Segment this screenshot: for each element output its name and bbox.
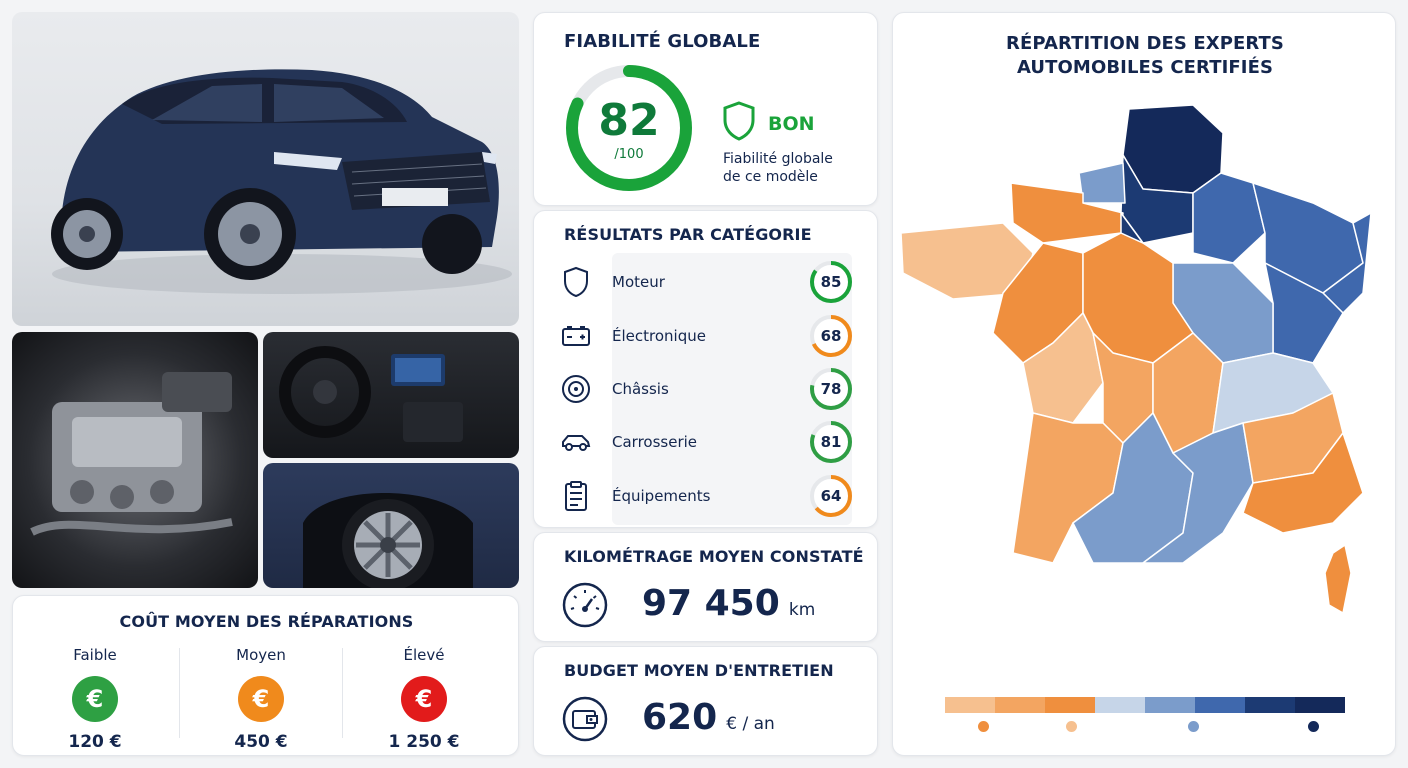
category-row-electronique: Électronique 68: [558, 313, 854, 359]
legend-swatch: [1195, 697, 1245, 713]
reliability-gauge: 82 /100: [564, 63, 694, 193]
region-provence: [1242, 432, 1364, 534]
reliability-score-max: /100: [614, 147, 644, 162]
cost-label: Élevé: [403, 646, 445, 664]
clipboard-icon: [558, 478, 594, 514]
category-score: 68: [820, 327, 842, 345]
category-score-badge: 64: [808, 473, 854, 519]
category-row-moteur: Moteur 85: [558, 259, 854, 305]
speedometer-icon: [561, 581, 609, 633]
category-score-arc: [810, 261, 852, 303]
legend-swatch: [1295, 697, 1345, 713]
mileage-value: 97 450: [642, 583, 780, 624]
budget-card: BUDGET MOYEN D'ENTRETIEN 620 € / an: [533, 646, 878, 756]
repair-cost-card: COÛT MOYEN DES RÉPARATIONS Faible € 120 …: [12, 595, 519, 756]
mileage-card: KILOMÉTRAGE MOYEN CONSTATÉ 97 450 km: [533, 532, 878, 642]
category-label: Équipements: [612, 487, 711, 505]
map-title-1: RÉPARTITION DES EXPERTS: [1006, 33, 1284, 54]
wheel-icon: [558, 371, 594, 407]
interior-photo: [263, 332, 519, 458]
legend-dot: [978, 721, 989, 732]
cost-level-high: Élevé € 1 250 €: [342, 646, 506, 752]
legend-swatch: [1245, 697, 1295, 713]
reliability-title: FIABILITÉ GLOBALE: [564, 31, 761, 52]
cost-level-medium: Moyen € 450 €: [179, 646, 343, 752]
reliability-rating: BON: [768, 113, 815, 135]
category-score-badge: 68: [808, 313, 854, 359]
cost-value: 1 250 €: [388, 732, 460, 752]
reliability-caption-2: de ce modèle: [723, 169, 818, 185]
category-score: 78: [820, 380, 842, 398]
legend-swatch: [1095, 697, 1145, 713]
shield-icon: [558, 264, 594, 300]
category-score-badge: 81: [808, 419, 854, 465]
category-label: Carrosserie: [612, 433, 698, 451]
cost-label: Faible: [73, 646, 117, 664]
category-score: 85: [820, 273, 842, 291]
engine-photo: [12, 332, 258, 588]
legend-dot: [1188, 721, 1199, 732]
legend-dot: [1308, 721, 1319, 732]
car-main-photo: [12, 12, 519, 326]
category-score-arc: [810, 315, 852, 357]
legend-swatch: [1145, 697, 1195, 713]
france-map: [900, 104, 1372, 614]
budget-value-group: 620 € / an: [642, 697, 775, 738]
category-label: Moteur: [612, 273, 665, 291]
category-label: Châssis: [612, 380, 669, 398]
legend-dot: [1066, 721, 1077, 732]
region-champagne: [1192, 172, 1266, 264]
region-normandie-east: [1078, 162, 1126, 204]
cost-level-low: Faible € 120 €: [13, 646, 177, 752]
euro-icon: €: [401, 676, 447, 722]
wallet-icon: [561, 695, 609, 747]
mileage-value-group: 97 450 km: [642, 583, 815, 624]
map-title-2: AUTOMOBILES CERTIFIÉS: [1016, 57, 1274, 78]
categories-title: RÉSULTATS PAR CATÉGORIE: [564, 225, 812, 244]
experts-map-card: RÉPARTITION DES EXPERTS AUTOMOBILES CERT…: [892, 12, 1396, 756]
shield-icon: [722, 101, 756, 145]
region-paris: [1120, 212, 1144, 244]
category-row-equipements: Équipements 64: [558, 473, 854, 519]
cost-value: 120 €: [68, 732, 122, 752]
divider: [179, 648, 180, 738]
category-score-badge: 78: [808, 366, 854, 412]
legend-swatch: [995, 697, 1045, 713]
legend-swatch: [945, 697, 995, 713]
reliability-score: 82: [598, 95, 660, 146]
euro-icon: €: [238, 676, 284, 722]
cost-label: Moyen: [236, 646, 286, 664]
euro-icon: €: [72, 676, 118, 722]
region-corse: [1324, 544, 1352, 614]
repair-cost-title: COÛT MOYEN DES RÉPARATIONS: [119, 612, 414, 631]
mileage-title: KILOMÉTRAGE MOYEN CONSTATÉ: [564, 547, 864, 566]
budget-unit: € / an: [726, 714, 775, 734]
budget-title: BUDGET MOYEN D'ENTRETIEN: [564, 661, 834, 680]
reliability-caption-1: Fiabilité globale: [723, 151, 833, 167]
reliability-card: FIABILITÉ GLOBALE 82 /100 BON Fiabilité …: [533, 12, 878, 206]
legend-swatch: [1045, 697, 1095, 713]
category-score-badge: 85: [808, 259, 854, 305]
category-score: 64: [820, 487, 842, 505]
divider: [342, 648, 343, 738]
battery-icon: [558, 318, 594, 354]
car-icon: [558, 424, 594, 460]
category-row-carrosserie: Carrosserie 81: [558, 419, 854, 465]
map-legend: [945, 697, 1345, 713]
category-score-arc: [810, 421, 852, 463]
mileage-unit: km: [788, 600, 816, 620]
cost-value: 450 €: [234, 732, 288, 752]
reliability-gauge-arc: [566, 65, 692, 191]
wheel-photo: [263, 463, 519, 588]
category-score: 81: [820, 433, 842, 451]
category-row-chassis: Châssis 78: [558, 366, 854, 412]
budget-value: 620: [642, 697, 718, 738]
region-languedoc: [1142, 422, 1254, 564]
category-score-arc: [810, 368, 852, 410]
category-label: Électronique: [612, 327, 706, 345]
category-score-arc: [810, 475, 852, 517]
categories-card: RÉSULTATS PAR CATÉGORIE Moteur 85 Électr…: [533, 210, 878, 528]
